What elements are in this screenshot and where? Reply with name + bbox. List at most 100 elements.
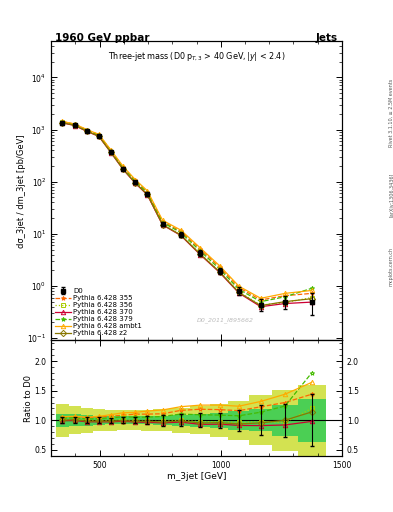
Pythia 6.428 z2 (258, 303, 263, 309)
Pythia 6.428 ambt1 (237, 283, 241, 289)
Pythia 6.428 356 (60, 119, 65, 125)
Pythia 6.428 379 (178, 229, 183, 236)
Pythia 6.428 379 (133, 178, 138, 184)
Pythia 6.428 z2 (160, 222, 165, 228)
Pythia 6.428 370 (160, 222, 165, 228)
Pythia 6.428 z2 (145, 191, 150, 198)
Pythia 6.428 379 (72, 121, 77, 127)
Pythia 6.428 355 (133, 177, 138, 183)
Pythia 6.428 ambt1 (72, 121, 77, 127)
Pythia 6.428 379 (121, 165, 125, 171)
Pythia 6.428 355 (309, 290, 314, 296)
Pythia 6.428 379 (84, 127, 89, 133)
Pythia 6.428 370 (133, 180, 138, 186)
Text: mcplots.cern.ch: mcplots.cern.ch (389, 247, 393, 286)
Pythia 6.428 z2 (96, 133, 101, 139)
Pythia 6.428 356 (309, 294, 314, 301)
Pythia 6.428 370 (217, 269, 222, 275)
Pythia 6.428 z2 (178, 232, 183, 238)
Pythia 6.428 379 (237, 286, 241, 292)
Y-axis label: dσ_3jet / dm_3jet [pb/GeV]: dσ_3jet / dm_3jet [pb/GeV] (17, 134, 26, 247)
Pythia 6.428 ambt1 (217, 263, 222, 269)
Pythia 6.428 370 (283, 301, 287, 307)
Pythia 6.428 z2 (108, 150, 113, 156)
Text: D0_2011_I895662: D0_2011_I895662 (197, 317, 254, 323)
Line: Pythia 6.428 370: Pythia 6.428 370 (60, 121, 314, 309)
Pythia 6.428 z2 (283, 298, 287, 305)
Pythia 6.428 ambt1 (84, 126, 89, 133)
Pythia 6.428 370 (258, 304, 263, 310)
Pythia 6.428 356 (258, 302, 263, 308)
Pythia 6.428 370 (108, 150, 113, 156)
Pythia 6.428 355 (198, 246, 202, 252)
Pythia 6.428 z2 (198, 251, 202, 257)
Pythia 6.428 ambt1 (178, 227, 183, 233)
Pythia 6.428 z2 (60, 120, 65, 126)
Pythia 6.428 379 (283, 294, 287, 300)
Pythia 6.428 355 (178, 228, 183, 234)
Pythia 6.428 356 (160, 221, 165, 227)
Pythia 6.428 379 (108, 148, 113, 154)
Line: Pythia 6.428 379: Pythia 6.428 379 (60, 120, 314, 304)
Pythia 6.428 355 (258, 297, 263, 303)
Pythia 6.428 ambt1 (133, 177, 138, 183)
Text: Jets: Jets (316, 33, 338, 44)
Pythia 6.428 379 (198, 248, 202, 254)
Pythia 6.428 ambt1 (145, 188, 150, 194)
Pythia 6.428 355 (237, 285, 241, 291)
Pythia 6.428 z2 (84, 128, 89, 134)
Line: Pythia 6.428 355: Pythia 6.428 355 (60, 119, 314, 302)
Pythia 6.428 370 (72, 122, 77, 129)
Pythia 6.428 356 (283, 300, 287, 306)
Pythia 6.428 370 (198, 251, 202, 258)
Pythia 6.428 ambt1 (258, 295, 263, 302)
Pythia 6.428 355 (108, 147, 113, 154)
Pythia 6.428 379 (258, 298, 263, 305)
Pythia 6.428 355 (84, 126, 89, 133)
Pythia 6.428 356 (84, 128, 89, 134)
Line: Pythia 6.428 ambt1: Pythia 6.428 ambt1 (60, 119, 314, 301)
Pythia 6.428 z2 (72, 122, 77, 129)
Pythia 6.428 355 (96, 132, 101, 138)
Pythia 6.428 356 (133, 180, 138, 186)
Pythia 6.428 379 (309, 285, 314, 291)
Pythia 6.428 356 (108, 149, 113, 155)
Pythia 6.428 370 (145, 191, 150, 198)
Pythia 6.428 ambt1 (309, 287, 314, 293)
Pythia 6.428 355 (72, 121, 77, 127)
Pythia 6.428 370 (178, 232, 183, 239)
Pythia 6.428 370 (84, 128, 89, 134)
Pythia 6.428 370 (237, 290, 241, 296)
Pythia 6.428 356 (121, 166, 125, 172)
Text: Three-jet mass$\,$($\,$D0$\,$p$_{T,3}$ > 40 GeV,$\,$$|y|$ < 2.4): Three-jet mass$\,$($\,$D0$\,$p$_{T,3}$ >… (108, 50, 285, 63)
Pythia 6.428 370 (309, 299, 314, 305)
Pythia 6.428 ambt1 (283, 290, 287, 296)
Pythia 6.428 356 (178, 231, 183, 238)
Pythia 6.428 z2 (133, 180, 138, 186)
Text: 1960 GeV ppbar: 1960 GeV ppbar (55, 33, 149, 44)
Pythia 6.428 ambt1 (108, 147, 113, 153)
Pythia 6.428 356 (96, 133, 101, 139)
Pythia 6.428 356 (145, 191, 150, 198)
Pythia 6.428 355 (283, 293, 287, 299)
Pythia 6.428 379 (60, 119, 65, 125)
Pythia 6.428 370 (96, 133, 101, 139)
Line: Pythia 6.428 z2: Pythia 6.428 z2 (60, 120, 314, 308)
Pythia 6.428 355 (217, 264, 222, 270)
Text: Rivet 3.1.10, ≥ 2.5M events: Rivet 3.1.10, ≥ 2.5M events (389, 78, 393, 147)
Pythia 6.428 356 (237, 289, 241, 295)
Pythia 6.428 ambt1 (121, 163, 125, 169)
Pythia 6.428 z2 (309, 295, 314, 302)
Pythia 6.428 356 (72, 122, 77, 128)
Pythia 6.428 ambt1 (160, 217, 165, 223)
Pythia 6.428 355 (145, 189, 150, 195)
Text: [arXiv:1306.3436]: [arXiv:1306.3436] (389, 173, 393, 217)
Pythia 6.428 379 (145, 190, 150, 196)
Pythia 6.428 ambt1 (60, 118, 65, 124)
Pythia 6.428 z2 (217, 269, 222, 275)
Pythia 6.428 356 (198, 250, 202, 257)
Pythia 6.428 z2 (121, 166, 125, 172)
Pythia 6.428 379 (96, 132, 101, 138)
Pythia 6.428 ambt1 (96, 131, 101, 137)
Pythia 6.428 355 (121, 164, 125, 170)
